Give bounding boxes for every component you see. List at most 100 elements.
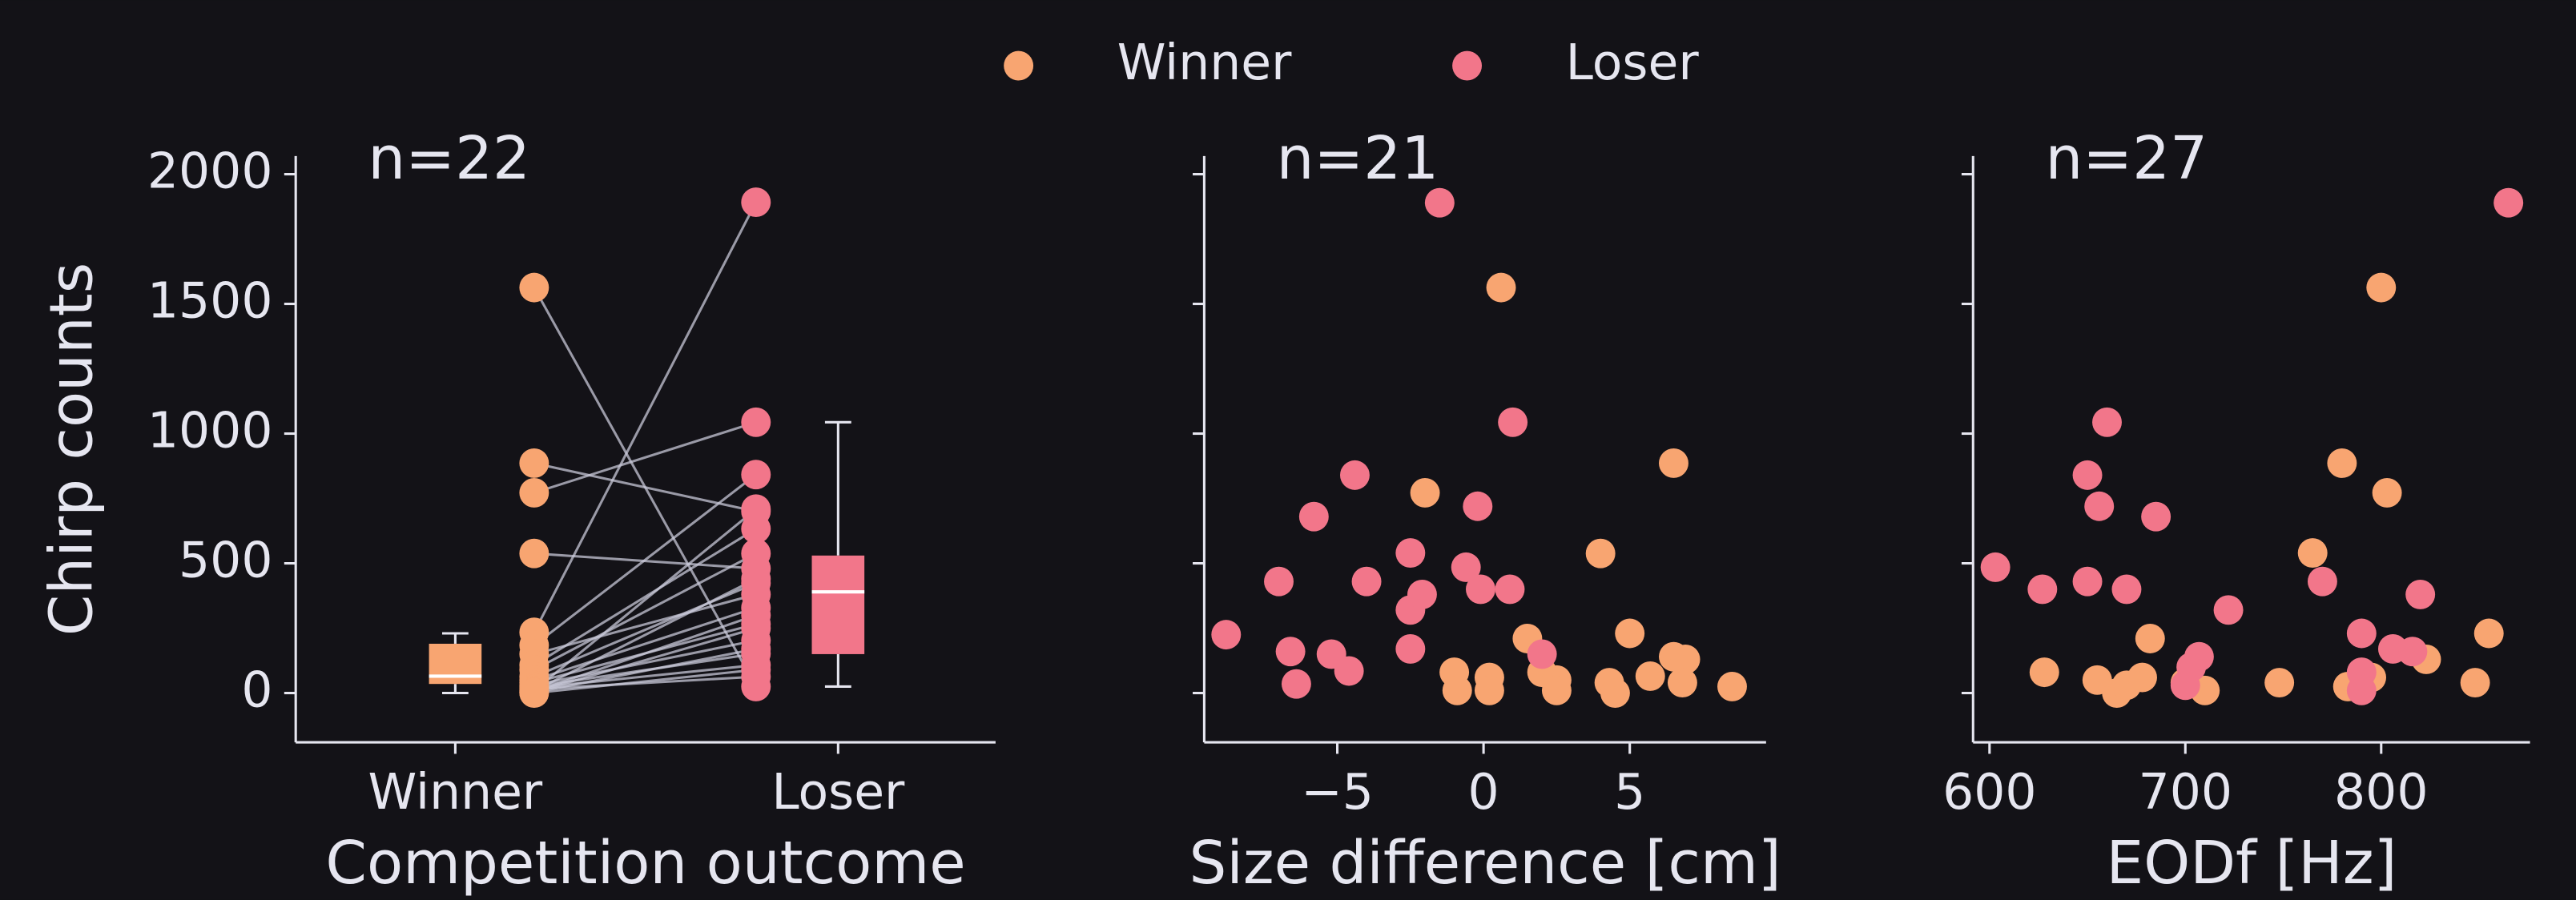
dot [1474, 675, 1504, 705]
dot [1980, 552, 2010, 582]
annotation: n=22 [368, 124, 530, 193]
dot [2072, 566, 2103, 597]
legend-marker [1004, 50, 1034, 81]
dot [1463, 491, 1493, 521]
dot [2084, 491, 2115, 521]
legend-label: Loser [1566, 34, 1700, 91]
dot [2027, 574, 2058, 605]
dot [1717, 671, 1747, 701]
dot [1351, 566, 1382, 597]
annotation: n=27 [2046, 124, 2208, 193]
dot [741, 564, 771, 594]
dot [1600, 678, 1630, 708]
x-tick-label: Winner [368, 763, 543, 821]
box [811, 555, 865, 654]
dot [1667, 668, 1697, 698]
pair-line [533, 552, 757, 671]
x-axis-label: Competition outcome [325, 829, 965, 898]
dot [519, 477, 549, 508]
dot [741, 460, 771, 490]
dot [1659, 448, 1688, 478]
dot [1410, 477, 1440, 508]
dot [1211, 620, 1242, 650]
pair-line [533, 675, 756, 691]
x-tick-label: 800 [2334, 763, 2428, 821]
dot [1395, 633, 1426, 664]
dot [1281, 669, 1311, 699]
x-tick-label: Loser [771, 763, 905, 821]
x-tick-label: 700 [2139, 763, 2232, 821]
dot [2127, 662, 2157, 693]
pair-line [533, 473, 757, 647]
dot [2327, 448, 2357, 478]
pair-line [533, 528, 757, 666]
dot [2213, 595, 2244, 625]
annotation: n=21 [1277, 124, 1439, 193]
dot [2111, 574, 2142, 605]
pair-line [533, 627, 757, 694]
dot [2135, 624, 2165, 653]
dot [741, 538, 771, 569]
dot [741, 633, 771, 664]
legend-label: Winner [1117, 34, 1292, 91]
legend-marker [1452, 50, 1483, 81]
dot [2372, 477, 2402, 508]
dot [2184, 641, 2214, 672]
dot [1670, 644, 1701, 674]
dot [2029, 657, 2059, 688]
pair-line [533, 647, 757, 694]
dot [1541, 675, 1572, 705]
dot [1585, 538, 1616, 569]
dot [2346, 675, 2377, 705]
dot [2307, 566, 2337, 597]
x-tick-label: 5 [1614, 763, 1645, 821]
dot [1495, 574, 1525, 605]
dot [2366, 272, 2397, 303]
x-tick-label: 0 [1468, 763, 1499, 821]
x-tick-label: 600 [1942, 763, 2036, 821]
dot [2346, 618, 2377, 649]
dot [1298, 501, 1329, 532]
dot [2297, 538, 2328, 569]
dot [1498, 407, 1528, 437]
dot [741, 654, 771, 685]
pair-line [533, 577, 757, 693]
dot [1395, 538, 1426, 569]
x-axis-label: EODf [Hz] [2106, 829, 2397, 898]
dot [2473, 618, 2504, 649]
dot [1339, 460, 1370, 490]
x-tick-label: −5 [1301, 763, 1374, 821]
dot [1615, 618, 1645, 649]
dot [2397, 637, 2428, 667]
dot [2264, 668, 2295, 698]
x-axis-label: Size difference [cm] [1189, 829, 1781, 898]
dot [1275, 637, 1306, 667]
dot [1442, 675, 1472, 705]
dot [1451, 552, 1481, 582]
dot [741, 407, 771, 437]
pair-line [533, 420, 757, 494]
dot [519, 678, 549, 708]
pair-line [533, 668, 756, 695]
y-axis-label: Chirp counts [37, 263, 106, 636]
dot [1635, 661, 1665, 691]
y-tick-label: 2000 [147, 143, 273, 200]
y-tick-label: 1000 [147, 402, 273, 460]
dot [741, 187, 771, 217]
pair-line [533, 593, 757, 656]
y-tick-label: 1500 [147, 272, 273, 330]
dot [2405, 579, 2436, 609]
dot [1486, 272, 1516, 303]
dot [1424, 187, 1455, 218]
dot [1466, 574, 1495, 605]
dot [2493, 187, 2524, 218]
dot [2460, 668, 2490, 698]
pair-line [533, 201, 758, 633]
dot [2092, 407, 2122, 437]
dot [2072, 460, 2103, 490]
dot [1407, 579, 1437, 609]
dot [519, 272, 549, 303]
